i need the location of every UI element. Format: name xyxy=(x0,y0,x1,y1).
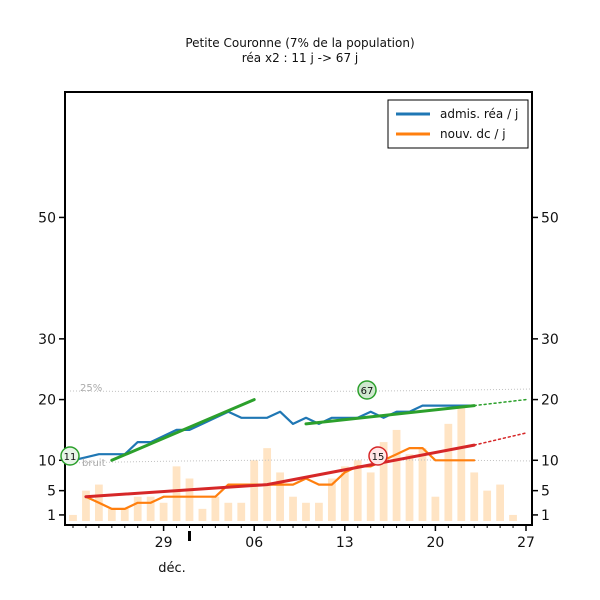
fit-line-rea-early xyxy=(110,398,256,462)
y-tick-label-left: 50 xyxy=(38,210,56,226)
bar xyxy=(483,490,492,521)
x-tick-label: 20 xyxy=(426,535,444,551)
series-group xyxy=(71,398,527,510)
bar xyxy=(107,508,116,521)
bar xyxy=(172,466,181,521)
bar xyxy=(327,478,336,521)
bar xyxy=(198,508,207,521)
bar xyxy=(431,496,440,521)
y-tick-label-right: 1 xyxy=(541,508,550,524)
y-tick-label-left: 1 xyxy=(47,508,56,524)
y-tick-label-right: 20 xyxy=(541,393,559,409)
x-tick-label: 06 xyxy=(245,535,263,551)
badge-dc-label: 15 xyxy=(372,452,385,463)
badge-start: 11 xyxy=(60,446,80,466)
y-tick-label-left: 30 xyxy=(38,332,56,348)
fit-extrapolation-rea xyxy=(473,398,527,407)
y-tick-label-left: 20 xyxy=(38,393,56,409)
bar xyxy=(159,502,168,521)
bar xyxy=(276,472,284,521)
annotation-25pct: 25% xyxy=(80,383,102,394)
bar xyxy=(392,429,401,521)
y-tick-label-right: 10 xyxy=(541,453,559,469)
series-line-dc xyxy=(84,447,476,510)
legend: admis. réa / j nouv. dc / j xyxy=(387,99,529,149)
badge-rea: 67 xyxy=(357,380,377,400)
bar xyxy=(379,442,388,521)
bar xyxy=(237,502,246,521)
y-tick-label-right: 5 xyxy=(541,484,550,500)
bar xyxy=(340,466,349,521)
bar xyxy=(224,502,233,521)
badge-rea-label: 67 xyxy=(361,386,374,397)
y-tick-label-right: 50 xyxy=(541,210,559,226)
legend-box xyxy=(387,99,529,149)
x-tick-label: 27 xyxy=(517,535,535,551)
plot-frame xyxy=(64,91,533,526)
bar xyxy=(470,472,479,521)
bar xyxy=(146,496,155,521)
y-tick-label-left: 10 xyxy=(38,453,56,469)
bar xyxy=(211,496,220,521)
x-tick-label: 29 xyxy=(155,535,173,551)
fit-extrapolation-dc xyxy=(473,432,527,446)
y-tick-label-right: 30 xyxy=(541,332,559,348)
badge-dc: 15 xyxy=(368,446,388,466)
bar xyxy=(418,448,427,521)
bar xyxy=(120,508,129,521)
x-month-label: déc. xyxy=(158,561,186,576)
chart-title: Petite Couronne (7% de la population) xyxy=(185,36,414,50)
fit-line-rea-late xyxy=(304,404,476,426)
bar xyxy=(302,502,310,521)
bar xyxy=(133,496,142,521)
x-tick-label: 13 xyxy=(336,535,354,551)
legend-label-rea: admis. réa / j xyxy=(440,107,518,121)
badge-start-label: 11 xyxy=(64,452,77,463)
bar xyxy=(496,484,504,521)
bar xyxy=(444,423,453,521)
bar xyxy=(457,405,466,521)
bar xyxy=(185,478,194,521)
fit-line-dc xyxy=(84,443,476,499)
annotation-noise: bruit xyxy=(82,458,106,469)
bar xyxy=(69,514,77,521)
reference-line-25pct xyxy=(69,388,533,393)
legend-label-dc: nouv. dc / j xyxy=(440,127,506,141)
bar xyxy=(353,460,362,521)
bar xyxy=(82,490,90,521)
y-tick-label-left: 5 xyxy=(47,484,56,500)
bar xyxy=(289,496,297,521)
bar xyxy=(509,514,517,521)
chart-subtitle: réa x2 : 11 j -> 67 j xyxy=(242,51,358,65)
bar xyxy=(405,454,414,521)
bar xyxy=(366,472,375,521)
bar xyxy=(250,460,259,521)
bar xyxy=(315,502,323,521)
